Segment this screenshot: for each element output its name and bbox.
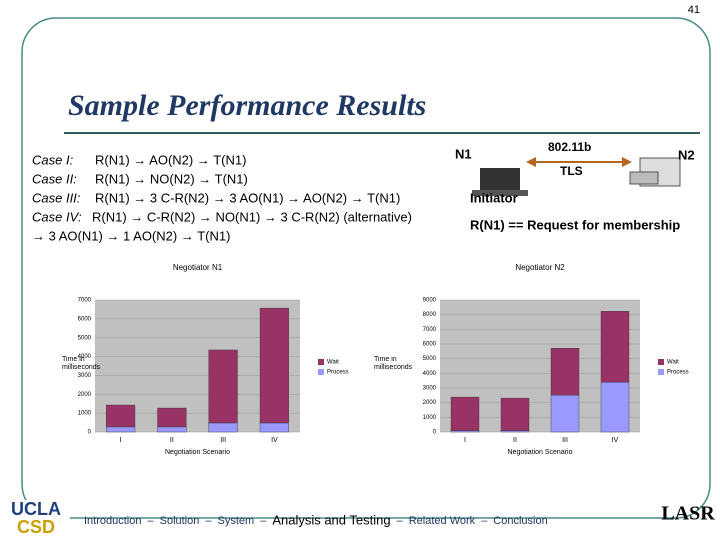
logo-box — [2, 500, 70, 538]
bar-segment — [208, 349, 238, 424]
case-text: R(N1) → AO(N2) → T(N1) — [95, 152, 246, 167]
bar-segment — [550, 348, 580, 396]
chart-title: Negotiator N2 — [515, 263, 565, 272]
bar-segment — [106, 426, 136, 433]
bar-segment — [600, 381, 630, 433]
nav-separator: – — [481, 515, 488, 527]
case-label: Case III: — [32, 190, 81, 205]
x-tick-label: II — [513, 437, 517, 444]
nav-item: Conclusion — [493, 515, 547, 527]
legend-swatch — [318, 359, 324, 365]
nav-separator: – — [205, 515, 212, 527]
legend-swatch — [318, 369, 324, 375]
y-tick-label: 4000 — [78, 354, 92, 360]
page-number: 41 — [688, 4, 700, 16]
case-text: → 3 AO(N1) → 1 AO(N2) → T(N1) — [32, 228, 230, 243]
y-axis-title: Time in milliseconds — [374, 356, 413, 371]
y-tick-label: 7000 — [78, 298, 92, 304]
chart-title: Negotiator N1 — [173, 263, 223, 272]
role-label: Initiator — [470, 190, 518, 205]
node-label: N1 — [455, 146, 472, 161]
bar-segment — [157, 426, 187, 433]
y-tick-label: 2000 — [423, 400, 437, 406]
network-diagram: N1 802.11b N2 TLS Initiator R(N1) == Req… — [455, 140, 695, 232]
bar-segment — [450, 396, 480, 431]
logo-text: CSD — [17, 517, 55, 537]
bar-segment — [157, 407, 187, 428]
legend-swatch — [658, 369, 664, 375]
slide-frame — [21, 17, 711, 519]
bar-segment — [259, 422, 289, 433]
case-label: Case II: — [32, 171, 77, 186]
case-label: Case IV: — [32, 209, 82, 224]
legend-label: Wait — [327, 360, 339, 366]
legend-label: Wait — [667, 360, 679, 366]
slide-title: Sample Performance Results — [68, 89, 426, 122]
y-tick-label: 6000 — [423, 342, 437, 348]
y-tick-label: 4000 — [423, 371, 437, 377]
legend-label: Process — [327, 370, 349, 376]
nav-item: Introduction — [84, 515, 141, 527]
link-label: 802.11b — [548, 140, 591, 154]
laptop-icon — [472, 190, 528, 196]
pc-icon — [629, 171, 659, 185]
logo-text: LASR — [661, 503, 715, 525]
y-axis-title: Time in milliseconds — [374, 356, 413, 371]
y-tick-label: 0 — [88, 430, 92, 436]
x-axis-title: Negotiation Scenario — [165, 449, 230, 456]
x-tick-label: IV — [612, 437, 619, 444]
bar-segment — [106, 404, 136, 428]
bar-segment — [600, 311, 630, 383]
protocol-label: TLS — [560, 164, 583, 178]
legend-label: Process — [667, 370, 689, 376]
nav-separator: – — [260, 515, 267, 527]
bar-segment — [450, 430, 480, 433]
case-text: R(N1) → NO(N2) → T(N1) — [95, 171, 248, 186]
y-tick-label: 2000 — [78, 392, 92, 398]
node-label: N2 — [678, 147, 695, 162]
x-tick-label: IV — [271, 437, 278, 444]
x-tick-label: III — [562, 437, 568, 444]
x-tick-label: II — [170, 437, 174, 444]
y-tick-label: 9000 — [423, 298, 437, 304]
x-tick-label: I — [464, 437, 466, 444]
y-tick-label: 5000 — [423, 356, 437, 362]
nav-separator: – — [147, 515, 154, 527]
bar-segment — [550, 394, 580, 433]
bar-segment — [500, 397, 530, 431]
y-axis-title: Time in milliseconds — [62, 356, 101, 371]
nav-item: Related Work — [409, 515, 476, 527]
nav-item: Solution — [160, 515, 200, 527]
arrow-head — [622, 157, 632, 167]
y-axis-title: Time in milliseconds — [62, 356, 101, 371]
laptop-icon — [480, 168, 520, 190]
y-tick-label: 3000 — [423, 386, 437, 392]
y-tick-label: 5000 — [78, 335, 92, 341]
y-tick-label: 1000 — [423, 415, 437, 421]
bar-segment — [208, 422, 238, 433]
x-tick-label: I — [120, 437, 122, 444]
bar-segment — [500, 430, 530, 433]
case-label: Case I: — [32, 152, 74, 167]
y-tick-label: 6000 — [78, 316, 92, 322]
bar-segment — [259, 307, 289, 424]
nav-item: System — [218, 515, 255, 527]
logo-text: UCLA — [11, 499, 61, 519]
nav-separator: – — [397, 515, 404, 527]
x-tick-label: III — [220, 437, 226, 444]
y-tick-label: 8000 — [423, 312, 437, 318]
legend-swatch — [658, 359, 664, 365]
nav-item: Analysis and Testing — [272, 512, 390, 527]
x-axis-title: Negotiation Scenario — [508, 449, 573, 456]
y-tick-label: 3000 — [78, 373, 92, 379]
arrow-head — [526, 157, 536, 167]
case-text: R(N1) → C-R(N2) → NO(N1) → 3 C-R(N2) (al… — [92, 209, 412, 224]
note: R(N1) == Request for membership — [470, 217, 680, 232]
case-text: R(N1) → 3 C-R(N2) → 3 AO(N1) → AO(N2) → … — [95, 190, 400, 205]
y-tick-label: 7000 — [423, 327, 437, 333]
y-tick-label: 1000 — [78, 411, 92, 417]
y-tick-label: 0 — [433, 430, 437, 436]
